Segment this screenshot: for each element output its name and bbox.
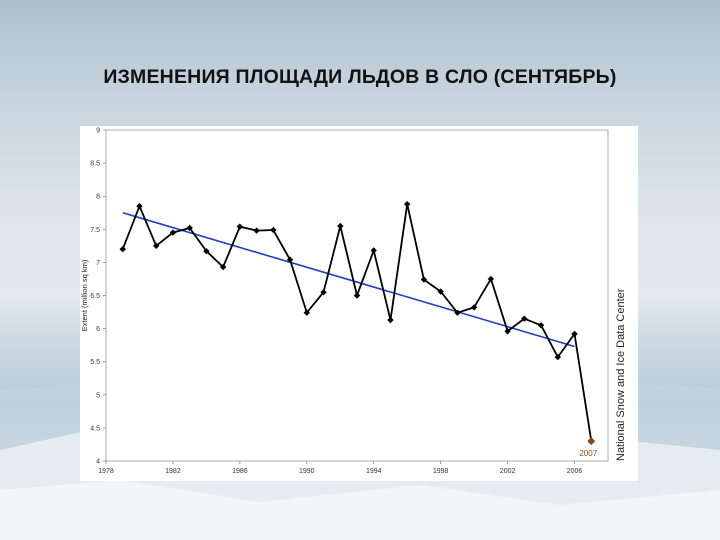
y-tick-label: 4.5 [90,425,100,432]
data-point [353,292,361,299]
x-tick-label: 1978 [98,468,114,475]
x-tick-label: 1982 [165,468,181,475]
x-tick-label: 1990 [299,468,315,475]
data-point [537,322,545,329]
data-point [219,263,227,271]
y-tick-label: 5.5 [90,359,100,366]
highlight-label-2007: 2007 [579,449,597,458]
sea-ice-extent-chart: 44.555.566.577.588.59 1978 1982 1986 1990 19… [80,128,627,476]
data-point [320,288,327,296]
slide-title: ИЗМЕНЕНИЯ ПЛОЩАДИ ЛЬДОВ В СЛО (СЕНТЯБРЬ) [103,66,617,88]
y-tick-label: 5 [96,392,100,399]
x-tick-label: 1994 [366,468,382,475]
data-points [119,200,596,446]
data-point [119,245,126,253]
x-tick-label: 2006 [567,468,583,475]
data-point [286,256,294,263]
data-point [253,227,260,234]
data-point [487,275,495,283]
chart-panel: 4 4.5 5 5.5 6 6.5 7 7.5 8 8.5 9 1978 1982 1986 1990 19… [80,126,638,481]
data-point [337,222,344,230]
data-point [470,304,478,311]
trend-line [122,211,575,348]
y-tick-label: 6 [96,326,100,333]
x-tick-labels: 1978 1982 1986 1990 1994 1998 2002 2006 [98,461,582,475]
data-point [420,276,428,283]
data-point [169,229,177,236]
y-tick-label: 8 [96,194,100,201]
data-point [153,242,160,250]
data-point [370,247,377,254]
y-axis-label: Extent (million sq km) [80,259,89,331]
y-tick-label: 9 [96,128,100,135]
data-point [236,223,244,230]
y-tick-label: 7 [96,260,100,267]
data-point [270,226,277,234]
data-point-highlight [587,437,596,446]
data-point [504,328,511,335]
data-point [454,309,461,316]
data-point [303,309,310,316]
data-point [186,224,193,232]
data-point [571,330,578,338]
data-point [404,200,411,208]
y-tick-label: 7.5 [90,227,100,234]
y-tick-label: 4 [96,459,100,466]
data-point [136,202,143,210]
x-tick-label: 1998 [433,468,449,475]
series-line [121,203,593,442]
data-point [437,288,444,295]
y-tick-labels: 4 4.5 5 5.5 6 6.5 7 7.5 8 8.5 9 [90,128,106,466]
x-tick-label: 1986 [232,468,248,475]
source-credit: National Snow and Ice Data Center [615,288,627,461]
y-tick-label: 8.5 [90,161,100,168]
x-tick-label: 2002 [500,468,516,475]
data-point [387,316,394,324]
y-tick-label: 6.5 [90,293,100,300]
